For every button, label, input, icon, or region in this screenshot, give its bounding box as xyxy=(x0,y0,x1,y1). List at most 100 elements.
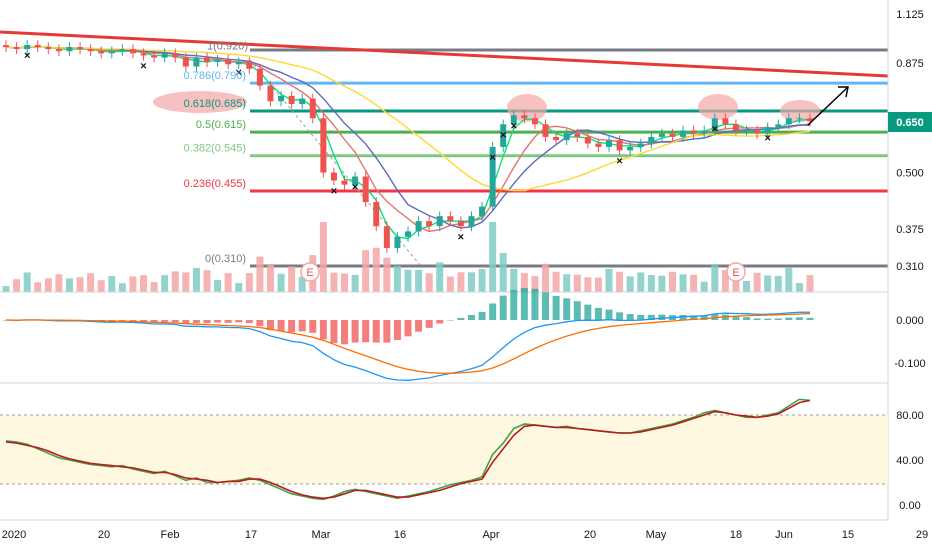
volume-bar xyxy=(584,277,592,292)
pattern-marker: × xyxy=(511,121,517,133)
price-tick-label: 0.500 xyxy=(896,168,924,180)
volume-bar xyxy=(457,272,465,292)
macd-hist-bar xyxy=(341,320,349,345)
macd-hist-bar xyxy=(393,320,401,341)
volume-bar xyxy=(711,265,719,292)
macd-hist-bar xyxy=(309,320,317,333)
macd-hist-bar xyxy=(584,304,592,320)
macd-hist-bar xyxy=(150,320,158,323)
volume-bar xyxy=(76,277,84,292)
macd-histogram xyxy=(2,288,814,345)
candle-body xyxy=(627,146,634,151)
earnings-marker-label-0: E xyxy=(306,267,313,279)
volume-bar xyxy=(235,283,243,292)
time-tick-label: 18 xyxy=(730,529,742,541)
macd-hist-bar xyxy=(362,320,370,343)
current-price-badge: 0.650 xyxy=(888,112,932,132)
price-tick-label: 0.310 xyxy=(896,261,924,273)
candle-body xyxy=(616,140,623,151)
fib-label-2: 0.618(0.685) xyxy=(184,98,246,110)
volume-bar xyxy=(383,257,391,292)
macd-hist-bar xyxy=(510,290,518,320)
candle-body xyxy=(500,124,507,147)
macd-pane xyxy=(2,288,814,381)
candle-body xyxy=(55,49,62,52)
volume-bar xyxy=(266,265,274,292)
candle-body xyxy=(246,62,253,69)
macd-hist-bar xyxy=(700,315,708,320)
highlight-ellipse-apr xyxy=(507,94,547,122)
candle-body xyxy=(436,216,443,227)
moving-average-20 xyxy=(5,46,811,192)
time-axis[interactable]: 2020 20 Feb 17 Mar 16 Apr 20 May 18 Jun 15 29 xyxy=(2,529,928,541)
projection-arrow[interactable] xyxy=(807,86,849,126)
volume-bar xyxy=(319,222,327,292)
macd-hist-bar xyxy=(478,311,486,320)
time-tick-label: 17 xyxy=(245,529,257,541)
time-tick-label: 16 xyxy=(394,529,406,541)
volume-bar xyxy=(277,273,285,292)
price-tick-label: 1.125 xyxy=(896,9,924,21)
macd-hist-bar xyxy=(404,320,412,337)
candle-body xyxy=(288,95,295,104)
time-tick-label: 2020 xyxy=(2,529,26,541)
pattern-marker: × xyxy=(500,129,506,141)
volume-bar xyxy=(192,267,200,292)
candle-body xyxy=(235,62,242,65)
candle-body xyxy=(510,115,517,125)
macd-hist-bar xyxy=(605,309,613,320)
volume-bar xyxy=(393,265,401,292)
macd-hist-bar xyxy=(436,320,444,324)
macd-hist-bar xyxy=(330,320,338,344)
volume-bar xyxy=(436,262,444,292)
candle-body xyxy=(732,124,739,131)
stoch-axis[interactable]: 80.00 40.00 0.00 xyxy=(896,410,924,512)
candle-body xyxy=(108,51,115,54)
volume-bar xyxy=(214,280,222,292)
candle-body xyxy=(362,176,369,203)
stoch-band-fill xyxy=(0,415,888,484)
candle-body xyxy=(341,180,348,185)
volume-bar xyxy=(224,273,232,292)
candle-body xyxy=(574,133,581,137)
macd-hist-bar xyxy=(552,295,560,320)
stochastic-pane xyxy=(0,398,888,501)
candle-body xyxy=(457,221,464,227)
macd-hist-bar xyxy=(171,320,179,323)
candle-body xyxy=(352,176,359,185)
macd-hist-bar xyxy=(140,320,148,322)
fib-labels: 1(0.920) 0.786(0.790) 0.618(0.685) 0.5(0.61… xyxy=(184,40,248,265)
candlesticks xyxy=(3,40,813,253)
volume-bar xyxy=(182,272,190,292)
candle-body xyxy=(764,127,771,134)
volume-bar xyxy=(87,273,95,292)
stoch-tick-label: 40.00 xyxy=(896,455,924,467)
volume-bar xyxy=(245,273,253,292)
volume-bar xyxy=(23,272,31,292)
candle-body xyxy=(775,124,782,128)
volume-bar xyxy=(743,281,751,292)
volume-bar xyxy=(341,273,349,292)
pattern-marker: × xyxy=(764,133,770,145)
macd-hist-bar xyxy=(679,314,687,320)
resistance-trendline[interactable] xyxy=(0,30,889,78)
macd-hist-bar xyxy=(372,320,380,343)
volume-bar xyxy=(510,268,518,292)
macd-hist-bar xyxy=(277,320,285,332)
candle-body xyxy=(225,59,232,65)
candle-body xyxy=(743,130,750,132)
candle-body xyxy=(680,130,687,137)
macd-hist-bar xyxy=(647,314,655,320)
price-axis[interactable]: 1.125 0.875 0.500 0.375 0.310 xyxy=(896,9,924,273)
earnings-marker-1 xyxy=(726,262,746,282)
fib-label-0: 1(0.920) xyxy=(207,40,248,52)
volume-bars xyxy=(2,222,814,292)
macd-hist-bar xyxy=(425,320,433,328)
candle-body xyxy=(161,53,168,58)
volume-bar xyxy=(573,274,581,292)
pattern-marker: × xyxy=(489,152,495,164)
macd-axis[interactable]: 0.000 -0.100 xyxy=(894,315,925,370)
candle-body xyxy=(34,45,41,48)
volume-bar xyxy=(721,270,729,292)
candle-body xyxy=(754,130,761,134)
